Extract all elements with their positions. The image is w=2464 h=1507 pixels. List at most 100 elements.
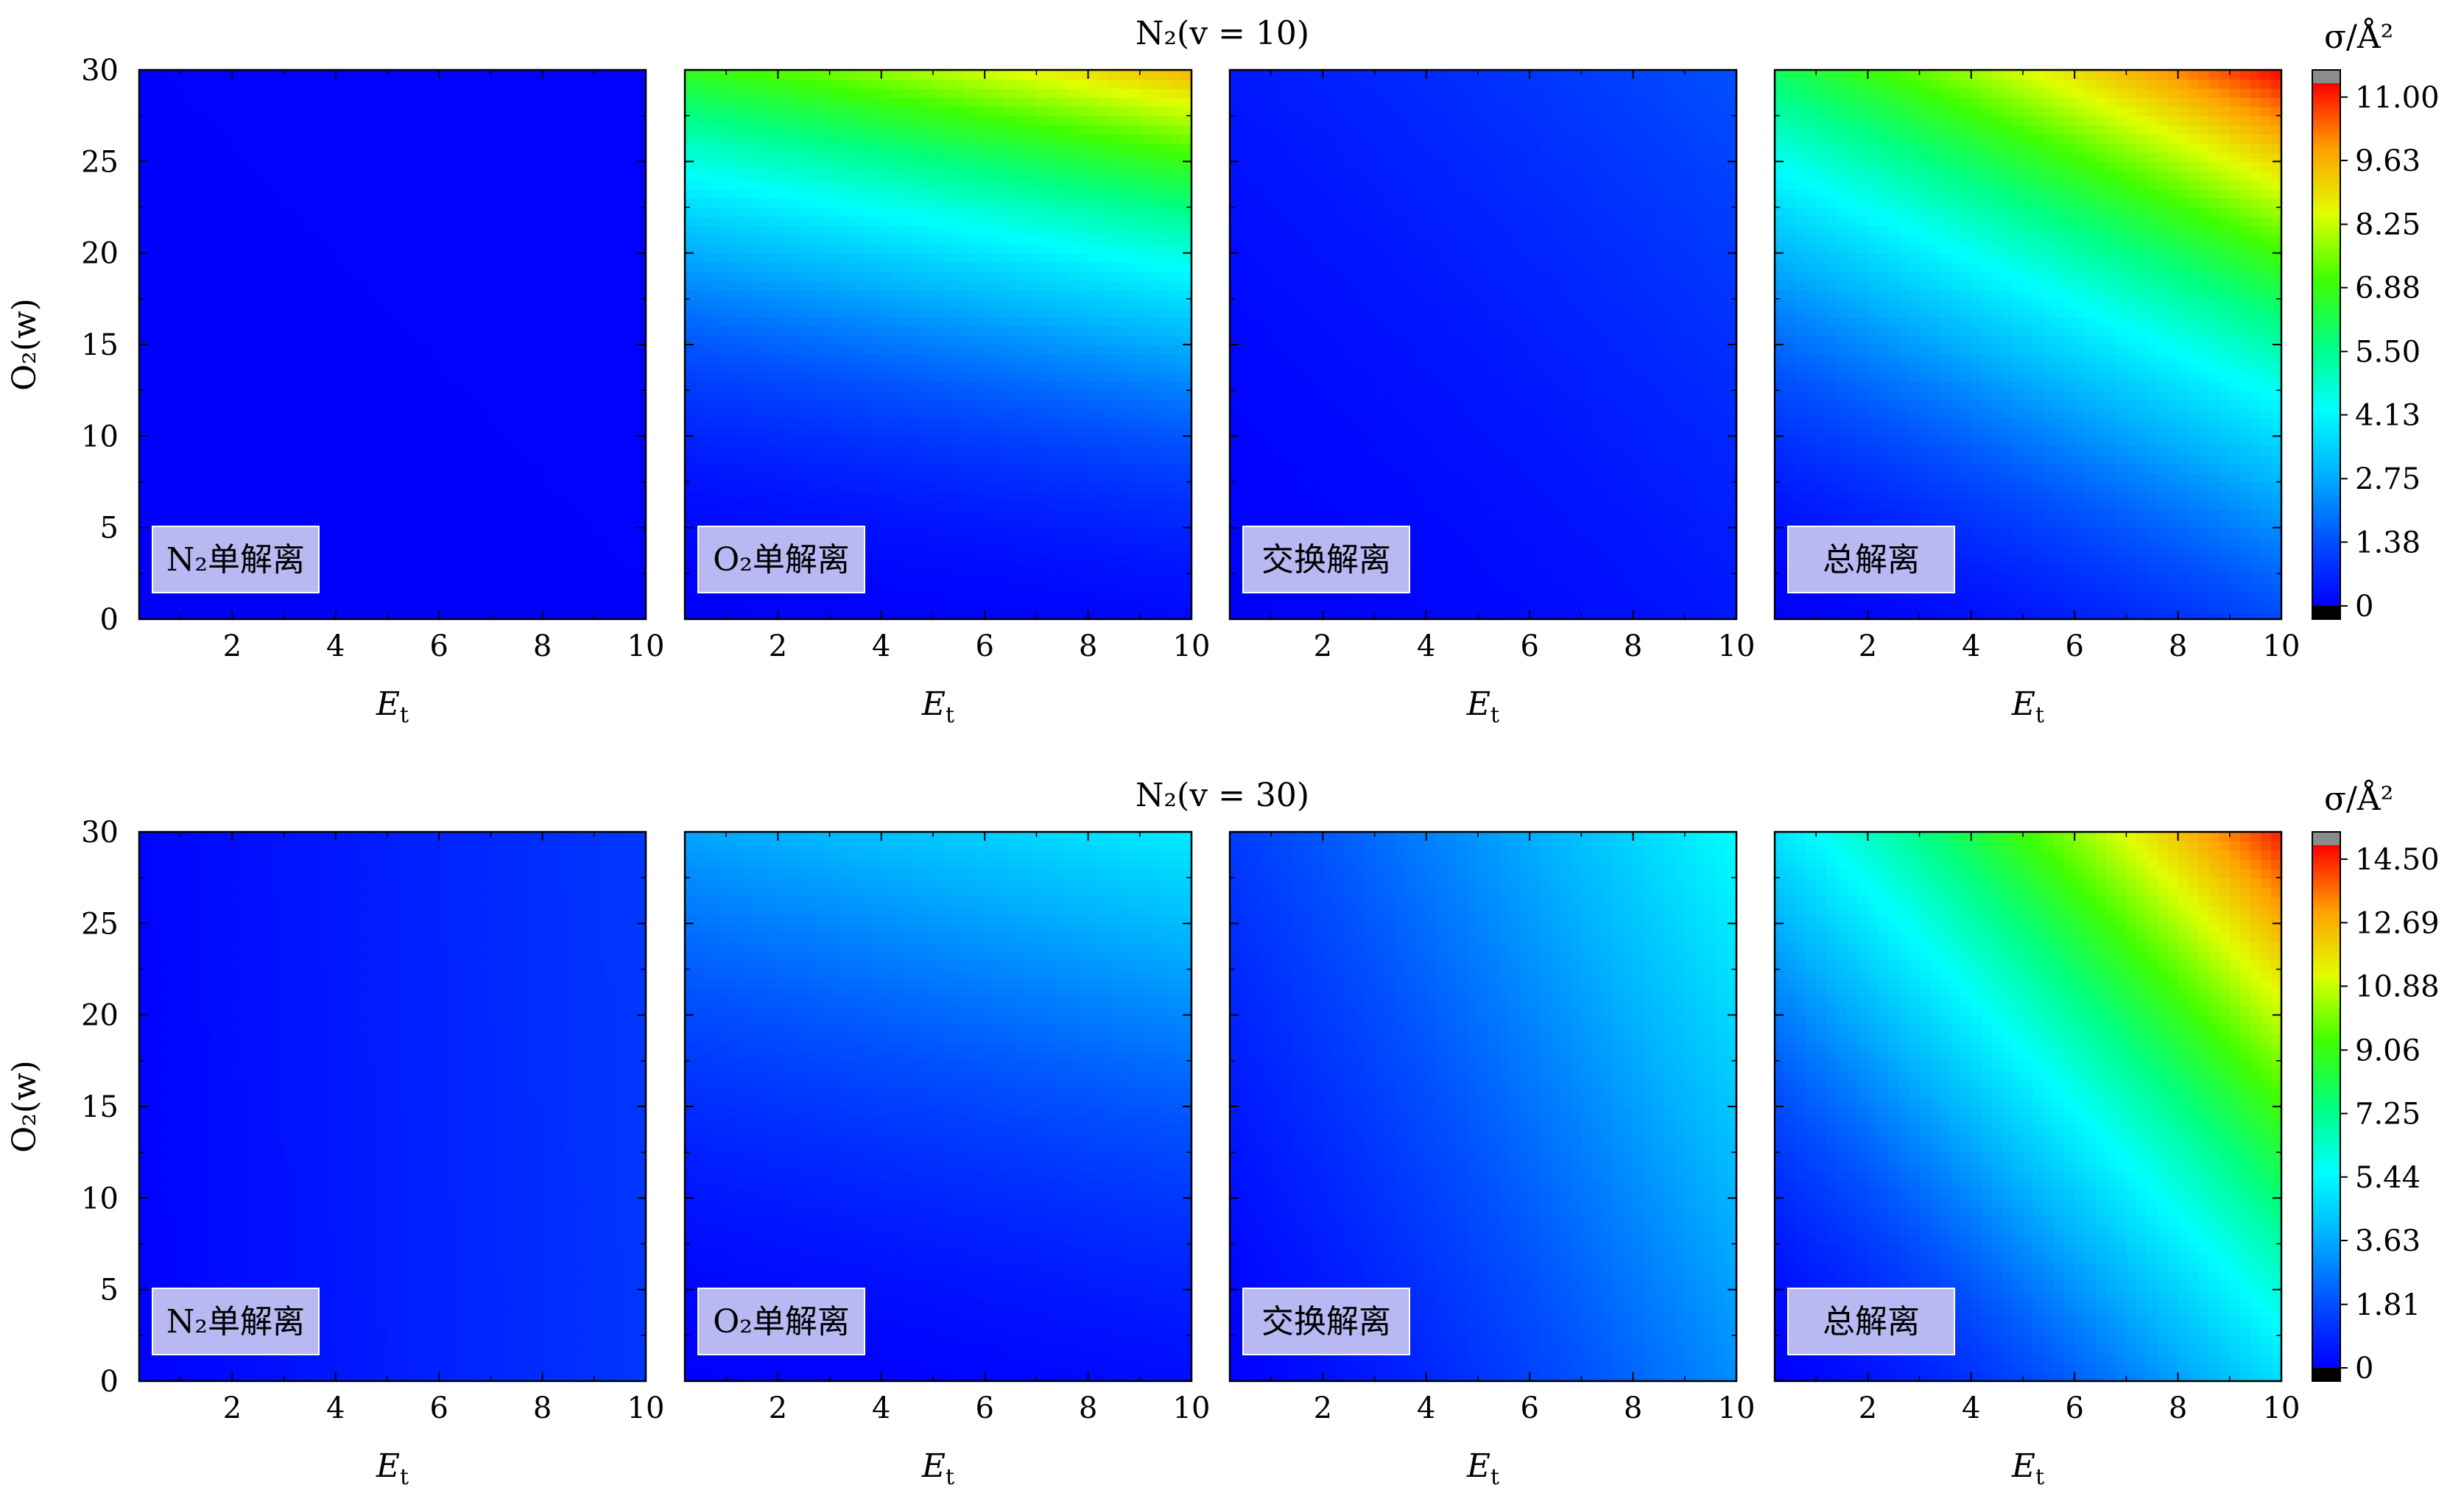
heatmap-cell	[149, 381, 161, 391]
heatmap-cell	[139, 362, 150, 373]
heatmap-cell	[974, 353, 985, 364]
heatmap-cell	[376, 271, 388, 281]
heatmap-cell	[294, 244, 306, 254]
heatmap-cell	[954, 70, 965, 80]
heatmap-cell	[809, 298, 820, 309]
heatmap-cell	[964, 143, 975, 153]
heatmap-cell	[222, 500, 233, 510]
heatmap-cell	[604, 280, 616, 291]
heatmap-cell	[573, 399, 585, 409]
heatmap-cell	[850, 610, 862, 619]
heatmap-cell	[767, 353, 779, 364]
heatmap-cell	[695, 244, 706, 254]
heatmap-cell	[922, 298, 934, 309]
heatmap-cell	[912, 417, 923, 428]
heatmap-cell	[284, 216, 295, 227]
heatmap-cell	[594, 463, 605, 473]
heatmap-cell	[552, 317, 564, 327]
heatmap-cell	[809, 97, 820, 107]
heatmap-cell	[501, 527, 513, 537]
heatmap-cell	[943, 353, 954, 364]
heatmap-cell	[408, 216, 419, 227]
heatmap-cell	[695, 106, 706, 116]
heatmap-cell	[201, 116, 213, 126]
heatmap-cell	[695, 262, 706, 272]
heatmap-cell	[222, 225, 233, 236]
heatmap-cell	[542, 527, 554, 537]
heatmap-cell	[870, 289, 882, 300]
heatmap-cell	[563, 573, 574, 584]
heatmap-cell	[470, 308, 482, 318]
heatmap-cell	[685, 225, 696, 236]
heatmap-cell	[809, 500, 820, 510]
heatmap-cell	[788, 500, 800, 510]
heatmap-cell	[211, 399, 223, 409]
heatmap-cell	[501, 253, 513, 263]
heatmap-cell	[201, 207, 213, 217]
heatmap-cell	[912, 409, 923, 419]
heatmap-cell	[501, 106, 513, 116]
heatmap-cell	[273, 490, 285, 501]
heatmap-cell	[480, 399, 492, 409]
heatmap-cell	[995, 124, 1007, 135]
heatmap-cell	[974, 335, 985, 345]
heatmap-cell	[232, 345, 244, 355]
heatmap-cell	[901, 564, 913, 574]
heatmap-cell	[1015, 345, 1027, 355]
heatmap-cell	[480, 518, 492, 529]
heatmap-cell	[387, 436, 398, 446]
heatmap-cell	[480, 308, 492, 318]
heatmap-cell	[170, 317, 181, 327]
heatmap-cell	[635, 207, 646, 217]
heatmap-cell	[418, 180, 429, 190]
heatmap-cell	[985, 399, 996, 409]
heatmap-cell	[974, 97, 985, 107]
heatmap-cell	[809, 454, 820, 465]
heatmap-cell	[429, 143, 440, 153]
heatmap-cell	[490, 481, 502, 492]
heatmap-cell	[736, 490, 748, 501]
heatmap-cell	[263, 473, 275, 483]
heatmap-cell	[716, 143, 727, 153]
heatmap-cell	[870, 253, 882, 263]
heatmap-cell	[314, 399, 326, 409]
heatmap-cell	[480, 573, 492, 584]
heatmap-cell	[211, 180, 223, 190]
heatmap-cell	[490, 409, 502, 419]
heatmap-cell	[573, 481, 585, 492]
heatmap-cell	[314, 417, 326, 428]
heatmap-cell	[624, 436, 636, 446]
heatmap-cell	[870, 381, 882, 391]
heatmap-cell	[563, 180, 574, 190]
heatmap-cell	[614, 537, 626, 547]
heatmap-cell	[1005, 308, 1017, 318]
heatmap-cell	[429, 106, 440, 116]
heatmap-cell	[819, 463, 831, 473]
heatmap-cell	[583, 216, 595, 227]
heatmap-cell	[985, 601, 996, 611]
heatmap-cell	[211, 317, 223, 327]
heatmap-cell	[819, 436, 831, 446]
heatmap-cell	[387, 308, 398, 318]
heatmap-cell	[573, 409, 585, 419]
heatmap-cell	[139, 426, 150, 437]
heatmap-cell	[798, 180, 810, 190]
heatmap-cell	[809, 262, 820, 272]
heatmap-cell	[995, 161, 1007, 172]
heatmap-cell	[943, 207, 954, 217]
heatmap-cell	[798, 271, 810, 281]
heatmap-cell	[376, 372, 388, 382]
heatmap-cell	[470, 381, 482, 391]
heatmap-cell	[253, 298, 264, 309]
heatmap-cell	[922, 481, 934, 492]
heatmap-cell	[870, 473, 882, 483]
heatmap-cell	[376, 216, 388, 227]
heatmap-cell	[850, 124, 862, 135]
heatmap-cell	[1005, 509, 1017, 520]
heatmap-cell	[819, 353, 831, 364]
heatmap-cell	[356, 610, 367, 619]
heatmap-cell	[891, 399, 903, 409]
heatmap-cell	[211, 500, 223, 510]
heatmap-cell	[201, 436, 213, 446]
heatmap-cell	[747, 170, 758, 180]
